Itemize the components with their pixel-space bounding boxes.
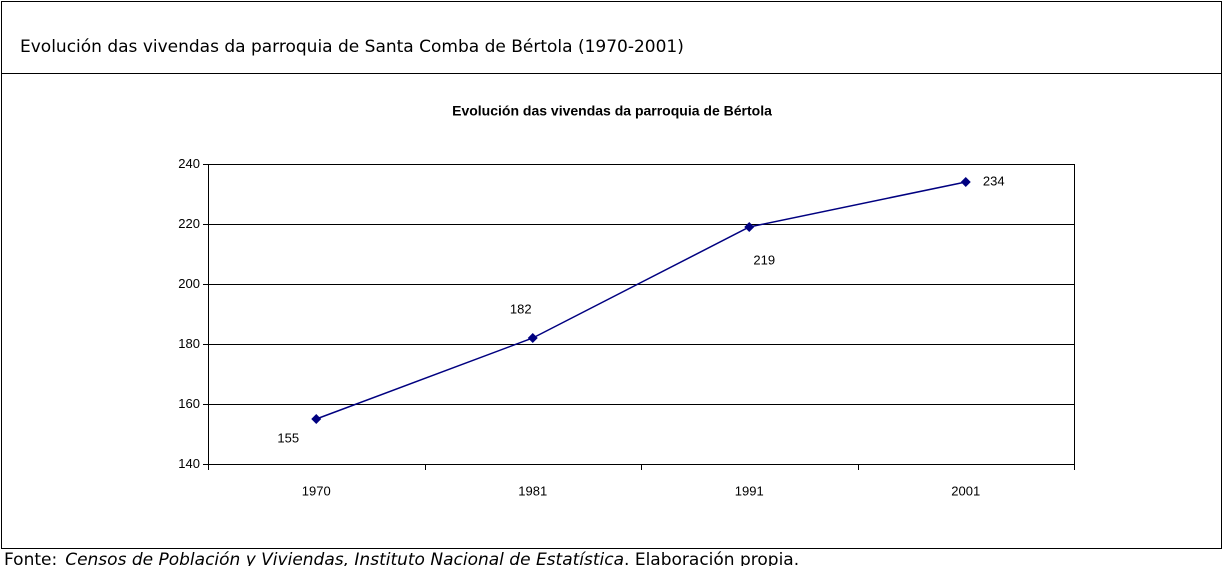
footer-source: Censos de Población y Viviendas, Institu… — [65, 550, 624, 566]
chart-title: Evolución das vivendas da parroquia de B… — [452, 103, 772, 119]
x-tick-label: 2001 — [951, 483, 980, 498]
data-point — [744, 222, 755, 232]
series-line — [315, 181, 966, 420]
y-tick-label: 240 — [178, 156, 200, 171]
y-tick-label: 200 — [178, 276, 200, 291]
y-tick-label: 140 — [178, 456, 200, 471]
data-label: 219 — [753, 252, 775, 267]
data-label: 234 — [983, 173, 1005, 188]
y-tick-label: 160 — [178, 396, 200, 411]
frame — [1, 1, 1222, 549]
data-label: 182 — [510, 301, 532, 316]
data-label: 155 — [277, 430, 299, 445]
header-title: Evolución das vivendas da parroquia de S… — [20, 37, 684, 57]
footer-note: . Elaboración propia. — [624, 550, 799, 566]
data-point — [527, 333, 538, 343]
x-tick-label: 1970 — [302, 483, 331, 498]
x-tick-label: 1991 — [735, 483, 764, 498]
data-point — [960, 177, 971, 187]
y-tick-label: 220 — [178, 216, 200, 231]
x-tick-label: 1981 — [518, 483, 547, 498]
footer: Fonte: Censos de Población y Viviendas, I… — [4, 550, 799, 566]
data-point — [311, 414, 322, 424]
y-tick-label: 180 — [178, 336, 200, 351]
footer-label: Fonte: — [4, 550, 57, 566]
